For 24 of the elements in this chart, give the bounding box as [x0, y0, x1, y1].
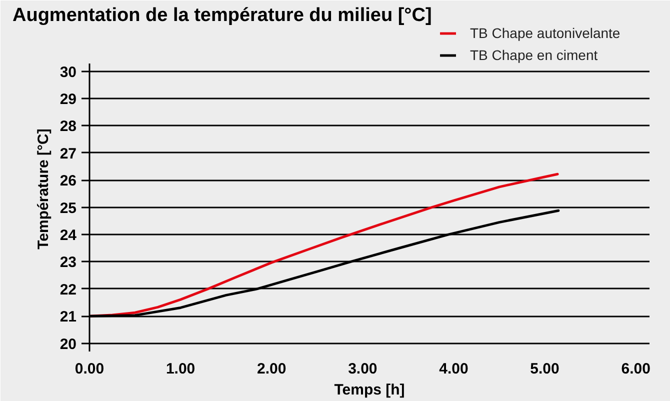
- y-tick-label: 29: [60, 91, 77, 108]
- y-tick-label: 30: [60, 64, 77, 81]
- y-tick-label: 27: [60, 145, 77, 162]
- x-tick-label: 0.00: [74, 360, 104, 378]
- y-tick-label: 26: [60, 172, 77, 190]
- x-tick-label: 1.00: [166, 360, 196, 378]
- y-tick-label: 25: [60, 200, 77, 217]
- legend-label: TB Chape autonivelante: [470, 25, 620, 43]
- y-axis-title: Température [°C]: [34, 128, 52, 250]
- y-tick-label: 20: [60, 336, 77, 353]
- x-axis-title: Temps [h]: [334, 382, 405, 398]
- y-tick-label: 23: [60, 254, 77, 272]
- line-series: [90, 172, 559, 318]
- y-tick-label: 21: [60, 308, 77, 326]
- x-tick-label: 5.00: [530, 360, 560, 378]
- chart-title: Augmentation de la température du milieu [°C]: [12, 5, 432, 26]
- legend-label: TB Chape en ciment: [470, 46, 598, 65]
- x-tick-label: 2.00: [257, 360, 286, 378]
- y-tick-label: 22: [60, 281, 77, 298]
- x-tick-label: 6.00: [621, 360, 650, 378]
- y-tick-label: 28: [60, 118, 77, 136]
- x-tick-label: 3.00: [348, 360, 378, 378]
- y-tick-label: 24: [60, 227, 78, 244]
- x-tick-label: 4.00: [439, 360, 468, 378]
